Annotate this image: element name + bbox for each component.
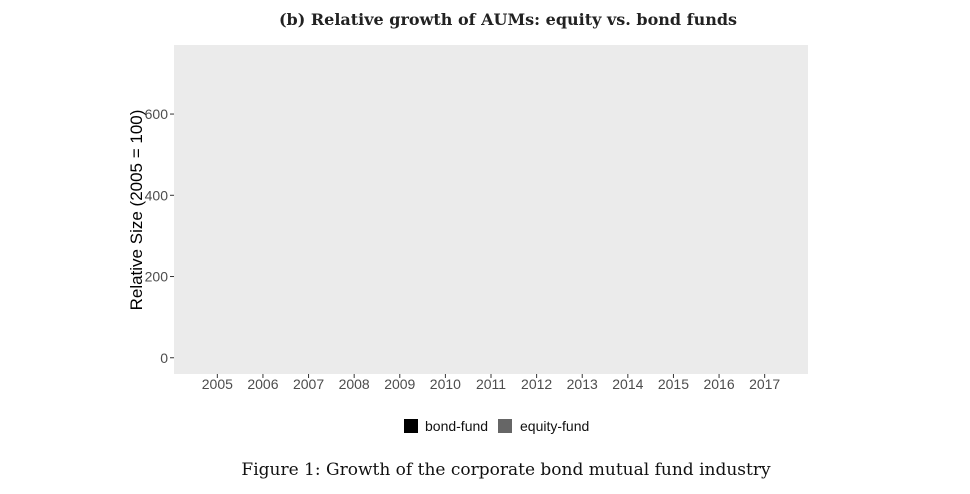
x-axis: 2005 2006 2007 2008 2009 2010 2011 2012 2013 2014… [202,374,780,392]
x-tick-label: 2005 [202,376,233,392]
figure-caption: Figure 1: Growth of the corporate bond m… [241,460,771,480]
x-tick-label: 2017 [749,376,780,392]
y-tick-label: 0 [160,350,168,366]
y-tick-label: 400 [145,187,169,203]
x-tick-label: 2011 [476,376,506,392]
x-tick-label: 2010 [430,376,461,392]
y-tick-label: 600 [145,106,169,122]
legend-swatch-equity-fund [498,419,512,433]
x-tick-label: 2013 [567,376,598,392]
x-tick-label: 2016 [703,376,734,392]
chart-title: (b) Relative growth of AUMs: equity vs. … [279,10,737,29]
legend-swatch-bond-fund [404,419,418,433]
y-tick-label: 200 [145,269,169,285]
plot-panel-bg [174,45,808,374]
x-tick-label: 2007 [293,376,324,392]
x-tick-label: 2012 [521,376,552,392]
x-tick-label: 2014 [612,376,643,392]
y-axis: 0 200 400 600 [145,106,174,366]
y-axis-label: Relative Size (2005 = 100) [127,110,146,311]
legend: bond-fund equity-fund [404,418,589,434]
x-tick-label: 2008 [339,376,370,392]
x-tick-label: 2006 [247,376,278,392]
x-tick-label: 2009 [384,376,415,392]
x-tick-label: 2015 [658,376,689,392]
legend-label-equity-fund: equity-fund [520,418,589,434]
legend-label-bond-fund: bond-fund [425,418,488,434]
